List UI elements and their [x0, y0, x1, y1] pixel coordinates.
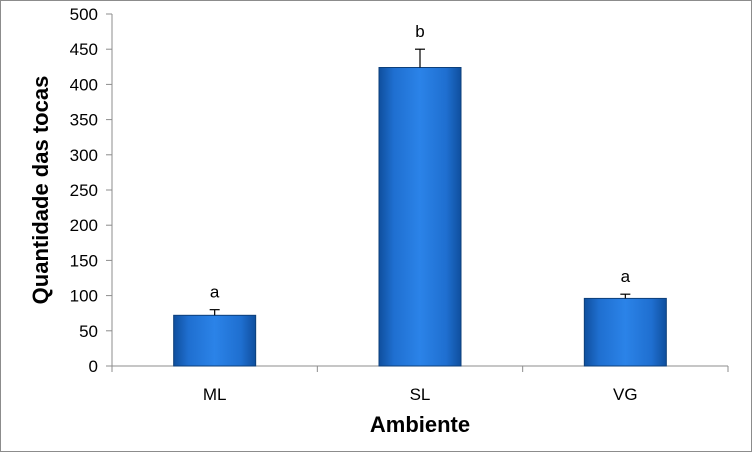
y-tick-label: 350 — [70, 111, 98, 130]
y-tick-label: 250 — [70, 181, 98, 200]
significance-label: a — [210, 283, 220, 302]
y-tick-label: 0 — [89, 357, 98, 376]
x-category-label: VG — [613, 385, 638, 404]
bar-vg — [583, 297, 667, 367]
y-tick-label: 450 — [70, 40, 98, 59]
x-axis-categories: ML SL VG — [111, 366, 729, 404]
significance-label: a — [621, 267, 631, 286]
y-tick-label: 150 — [70, 251, 98, 270]
x-axis-title: Ambiente — [370, 412, 470, 437]
x-category-label: ML — [203, 385, 227, 404]
y-tick-label: 300 — [70, 146, 98, 165]
x-category-label: SL — [410, 385, 431, 404]
bar-sl — [378, 67, 462, 367]
significance-label: b — [415, 22, 424, 41]
y-tick-label: 500 — [70, 5, 98, 24]
y-axis-ticks: 0 50 100 150 200 250 300 350 400 450 500 — [70, 5, 112, 376]
y-tick-label: 50 — [79, 322, 98, 341]
y-axis-title: Quantidade das tocas — [28, 76, 53, 305]
bars-group: a b a — [173, 22, 667, 367]
y-tick-label: 400 — [70, 75, 98, 94]
y-tick-label: 100 — [70, 287, 98, 306]
bar-ml — [173, 314, 257, 367]
y-tick-label: 200 — [70, 216, 98, 235]
